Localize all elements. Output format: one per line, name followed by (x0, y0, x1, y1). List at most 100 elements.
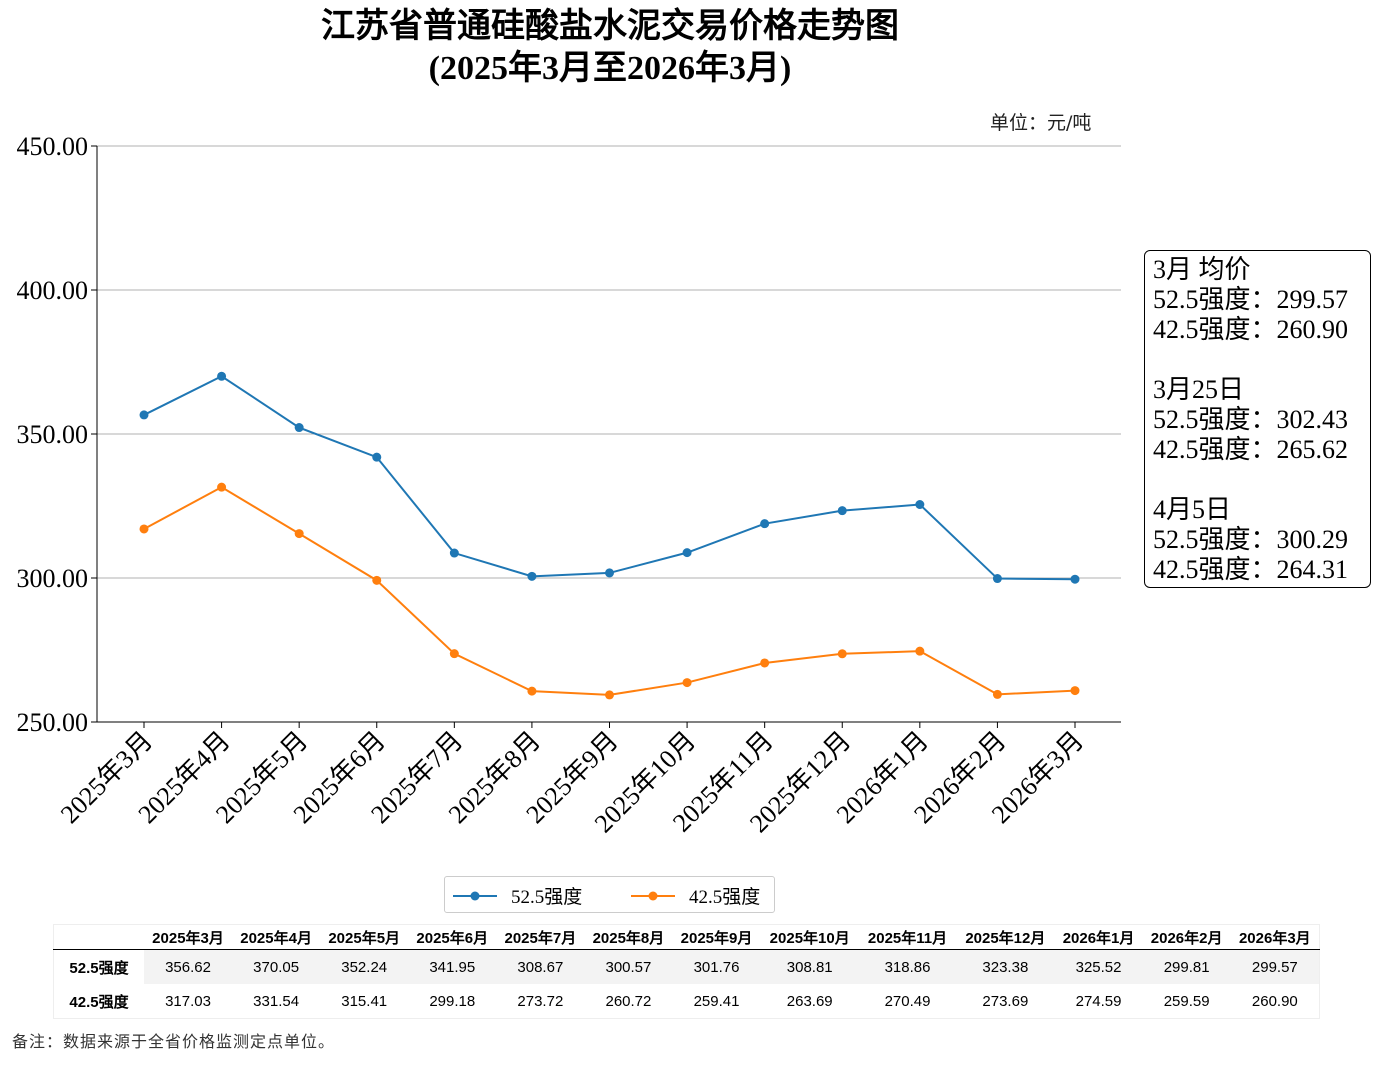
table-cell: 300.57 (584, 949, 673, 984)
table-cell: 274.59 (1075, 992, 1122, 1010)
data-point (372, 452, 382, 462)
table-cell: 308.67 (496, 949, 585, 984)
y-tick-label: 300.00 (17, 564, 89, 593)
annotation-line: 3月25日 (1153, 375, 1245, 404)
data-point (915, 500, 925, 510)
annotation-line: 42.5强度：264.31 (1153, 555, 1349, 584)
annotation-line (1153, 465, 1370, 495)
y-tick-label: 250.00 (17, 708, 89, 737)
table-cell: 331.54 (253, 992, 300, 1010)
annotation-line: 52.5强度：302.43 (1153, 405, 1349, 434)
legend-item: 52.5强度 (451, 882, 582, 909)
data-point (682, 548, 692, 558)
annotation-line: 4月5日 (1153, 495, 1232, 524)
series-line-52.5强度 (143, 375, 1076, 581)
table-cell: 318.86 (858, 949, 957, 984)
data-point (605, 690, 614, 700)
header-cell: 2025年6月 (408, 924, 497, 950)
data-point (992, 574, 1002, 584)
data-point (217, 371, 227, 381)
legend: 52.5强度 42.5强度 (444, 876, 775, 913)
table-cell: 260.90 (1251, 992, 1298, 1010)
data-point (217, 482, 227, 492)
footnote: 备注：数据来源于全省价格监测定点单位。 (12, 1032, 336, 1051)
data-point (1070, 574, 1080, 584)
table-cell: 341.95 (408, 949, 497, 984)
table-cell: 323.38 (956, 949, 1055, 984)
header-cell: 2025年9月 (672, 924, 761, 950)
header-cell: 2025年11月 (858, 924, 957, 950)
data-point (837, 649, 847, 659)
table-cell: 356.62 (144, 949, 233, 984)
table-cell: 299.57 (1230, 949, 1320, 984)
table-cell: 273.69 (982, 992, 1029, 1010)
data-point (294, 529, 304, 539)
table-cell: 352.24 (320, 949, 409, 984)
data-point (139, 524, 149, 534)
row-header: 52.5强度 (53, 949, 144, 984)
table-cell: 317.03 (165, 992, 211, 1010)
legend-item: 42.5强度 (629, 882, 760, 909)
data-point (372, 575, 382, 585)
annotation-box: 3月 均价 52.5强度：299.57 42.5强度：260.90 3月25日 52.… (1144, 250, 1371, 588)
data-table: 2025年3月 2025年4月 2025年5月 2025年6月 2025年7月 2025年… (53, 924, 1320, 1019)
header-cell: 2025年8月 (584, 924, 673, 950)
table-header: 2025年3月 2025年4月 2025年5月 2025年6月 2025年7月 2025年… (53, 924, 1320, 950)
data-point (992, 689, 1002, 699)
header-cell: 2025年5月 (320, 924, 409, 950)
y-tick-label: 400.00 (17, 276, 89, 305)
header-cell: 2025年4月 (232, 924, 321, 950)
data-point (915, 646, 925, 656)
unit-label: 单位：元/吨 (990, 112, 1092, 134)
data-point (605, 568, 614, 578)
table-cell: 308.81 (760, 949, 859, 984)
data-point (837, 506, 847, 516)
table-cell: 325.52 (1054, 949, 1143, 984)
annotation-line: 52.5强度：300.29 (1153, 525, 1349, 554)
annotation-line (1153, 345, 1370, 375)
annotation-line: 42.5强度：260.90 (1153, 315, 1349, 344)
y-tick-label: 350.00 (17, 420, 89, 449)
legend-marker (453, 891, 497, 900)
data-point (1070, 686, 1080, 696)
data-point (682, 678, 692, 688)
data-point (449, 548, 459, 558)
annotation-line: 52.5强度：299.57 (1153, 285, 1349, 314)
data-point (760, 658, 770, 668)
chart-title: 江苏省普通硅酸盐水泥交易价格走势图 (2025年3月至2026年3月) (0, 6, 1220, 90)
table-cell: 259.41 (693, 992, 740, 1010)
header-cell: 2026年2月 (1142, 924, 1231, 950)
subtitle: (2025年3月至2026年3月) (428, 50, 792, 87)
data-point (527, 686, 537, 696)
header-cell: 2026年1月 (1054, 924, 1143, 950)
data-point (527, 571, 537, 581)
title-line: 江苏省普通硅酸盐水泥交易价格走势图 (321, 8, 899, 45)
table-row: 52.5强度 356.62 370.05 352.24 341.95 308.67 300.… (53, 949, 1320, 984)
header-cell: 2025年12月 (956, 924, 1055, 950)
table-cell: 299.81 (1142, 949, 1231, 984)
header-cell (53, 924, 144, 950)
legend-label: 52.5强度 (511, 887, 583, 908)
table-cell: 299.18 (429, 992, 476, 1010)
line-chart: 250.00300.00350.00400.00450.002025年3月202… (17, 132, 1121, 838)
legend-label: 42.5强度 (689, 887, 761, 908)
header-cell: 2026年3月 (1230, 924, 1320, 950)
table-cell: 263.69 (786, 992, 833, 1010)
legend-marker (631, 891, 675, 900)
data-point (449, 649, 459, 659)
annotation-line: 3月 均价 (1153, 255, 1251, 284)
table-cell: 301.76 (672, 949, 761, 984)
table-cell: 370.05 (232, 949, 321, 984)
y-tick-label: 450.00 (17, 132, 89, 161)
data-point (760, 519, 770, 529)
table-cell: 260.72 (605, 992, 652, 1010)
table-row: 42.5强度 317.03 331.54 315.41 299.18 273.72 260.… (53, 984, 1320, 1019)
table-cell: 315.41 (341, 992, 388, 1010)
header-cell: 2025年7月 (496, 924, 585, 950)
data-point (294, 423, 304, 433)
header-cell: 2025年3月 (144, 924, 233, 950)
table-cell: 259.59 (1163, 992, 1210, 1010)
table-cell: 270.49 (884, 992, 931, 1010)
row-header: 42.5强度 (53, 984, 144, 1019)
data-point (139, 410, 149, 420)
